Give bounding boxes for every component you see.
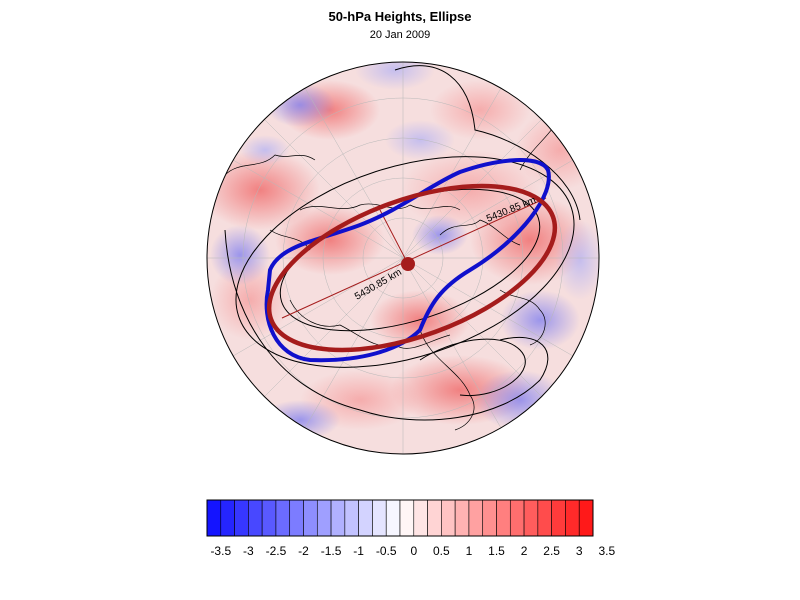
map-title: 50-hPa Heights, Ellipse bbox=[328, 9, 472, 24]
colorbar-tick-label: -2.5 bbox=[266, 544, 287, 558]
colorbar-box bbox=[316, 499, 332, 537]
graticule bbox=[207, 62, 599, 454]
blue-contour-ellipse bbox=[264, 158, 551, 363]
colorbar-box bbox=[344, 499, 359, 537]
colorbar-box bbox=[441, 499, 456, 537]
height-contours bbox=[224, 65, 581, 421]
colorbar-box bbox=[248, 499, 263, 537]
colorbar-tick-label: 3.5 bbox=[598, 544, 615, 558]
colorbar-tick-label: 3 bbox=[576, 544, 583, 558]
colorbar-tick-label: -2 bbox=[298, 544, 309, 558]
colorbar-box bbox=[537, 499, 552, 537]
red-fitted-ellipse bbox=[266, 183, 558, 353]
colorbar-box bbox=[206, 499, 222, 537]
colorbar-tick-label: -0.5 bbox=[376, 544, 397, 558]
colorbar-box bbox=[509, 499, 525, 537]
colorbar-box bbox=[358, 499, 373, 537]
colorbar-tick-label: -1 bbox=[353, 544, 364, 558]
colorbar-tick-label: 2.5 bbox=[543, 544, 560, 558]
colorbar-box bbox=[234, 499, 249, 537]
colorbar-box bbox=[551, 499, 566, 537]
colorbar-box bbox=[261, 499, 277, 537]
colorbar-box bbox=[220, 499, 235, 537]
map-subtitle: 20 Jan 2009 bbox=[369, 29, 431, 41]
colorbar-box bbox=[578, 499, 594, 537]
ellipse-centre-marker bbox=[401, 257, 415, 271]
colorbar-box bbox=[399, 499, 415, 537]
globe-border bbox=[206, 61, 600, 455]
colorbar-frame bbox=[206, 499, 594, 537]
colorbar-box bbox=[454, 499, 470, 537]
ellipse-axes bbox=[281, 197, 547, 319]
colorbar-box bbox=[496, 499, 511, 537]
colorbar-tick-label: 1 bbox=[466, 544, 473, 558]
colorbar-box bbox=[372, 499, 387, 537]
colorbar-box bbox=[468, 499, 484, 537]
colorbar-box bbox=[303, 499, 318, 537]
colorbar-tick-label: 0 bbox=[410, 544, 417, 558]
colorbar-box bbox=[330, 499, 346, 537]
colorbar-tick-label: -3 bbox=[243, 544, 254, 558]
colorbar-box bbox=[385, 499, 401, 537]
colorbar-tick-label: -1.5 bbox=[321, 544, 342, 558]
colorbar-tick-label: 1.5 bbox=[488, 544, 505, 558]
colorbar-box bbox=[565, 499, 580, 537]
colorbar-box bbox=[523, 499, 539, 537]
colorbar-tick-label: 2 bbox=[521, 544, 528, 558]
colorbar-tick-label: -3.5 bbox=[210, 544, 231, 558]
colorbar-tick-label: 0.5 bbox=[433, 544, 450, 558]
colorbar-box bbox=[427, 499, 442, 537]
colorbar-box bbox=[289, 499, 304, 537]
colorbar-box bbox=[413, 499, 428, 537]
colorbar-box bbox=[482, 499, 497, 537]
colorbar-box bbox=[275, 499, 291, 537]
